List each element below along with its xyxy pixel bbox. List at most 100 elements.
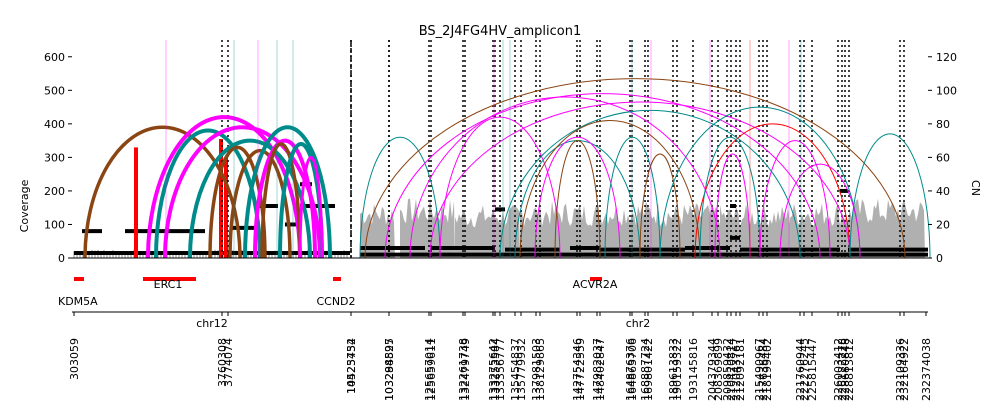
x-tick-label: 147982037 xyxy=(591,338,604,401)
x-tick-label: 168887724 xyxy=(639,338,652,401)
sv-arc xyxy=(154,128,262,259)
sv-arc xyxy=(208,145,267,259)
x-tick-label: 228680848 xyxy=(839,338,852,401)
x-tick-label: 222276245 xyxy=(798,338,811,401)
x-tick-label: 132479749 xyxy=(459,338,472,401)
x-tick-label: 3774074 xyxy=(222,338,235,387)
x-tick-label: 164876376 xyxy=(624,338,637,401)
x-tick-label: 226003412 xyxy=(832,338,845,401)
x-tick-label: 226122278 xyxy=(836,338,849,401)
sv-arc xyxy=(359,136,441,259)
x-tick-label: 189613833 xyxy=(667,338,680,401)
sv-arc xyxy=(228,148,292,259)
gene-label: ERC1 xyxy=(154,278,183,291)
x-tick-label: 14423752 xyxy=(345,338,358,394)
chart-title: BS_2J4FG4HV_amplicon1 xyxy=(419,24,582,39)
sv-arc xyxy=(429,101,851,259)
sv-arc xyxy=(779,163,861,259)
left-tick-label: 400 xyxy=(44,118,65,131)
sv-arcs-layer xyxy=(83,40,931,259)
genes-layer: KDM5A ERC1 CCND2 ACVR2A xyxy=(58,277,618,308)
sv-arc xyxy=(409,96,721,259)
left-axis-ticks: 0 100 200 300 400 500 600 xyxy=(44,51,72,265)
right-tick-label: 100 xyxy=(936,84,957,97)
right-tick-label: 20 xyxy=(936,218,950,231)
chromosome-labels: chr12 chr2 xyxy=(196,317,650,330)
sv-arc xyxy=(554,140,601,259)
right-axis-label: CN xyxy=(969,180,982,196)
left-axis-label: Coverage xyxy=(18,179,31,232)
coverage-area xyxy=(660,202,720,258)
x-tick-label: 215490967 xyxy=(753,338,766,401)
x-tick-label: 3760308 xyxy=(216,338,229,387)
sv-arc xyxy=(714,153,751,259)
gene-label: CCND2 xyxy=(316,295,355,308)
x-tick-label: 148402847 xyxy=(594,338,607,401)
sv-arc xyxy=(499,110,801,259)
x-tick-label: 132261738 xyxy=(457,338,470,401)
x-tick-label: 138129865 xyxy=(534,338,547,401)
x-tick-label: 209859432 xyxy=(721,338,734,401)
sv-arc xyxy=(659,106,861,259)
sv-arc xyxy=(439,116,561,259)
x-tick-label: 210420814 xyxy=(725,338,738,401)
x-tick-label: 133253584 xyxy=(489,338,502,401)
left-tick-label: 500 xyxy=(44,84,65,97)
coverage-area xyxy=(850,198,925,258)
coverage-area xyxy=(400,198,455,258)
x-tick-label: 103298897 xyxy=(383,338,396,401)
x-tick-label: 225815447 xyxy=(806,338,819,401)
coverage-area xyxy=(455,205,520,258)
sv-arc xyxy=(298,155,324,259)
x-tick-label: 217636484 xyxy=(757,338,770,401)
x-tick-label: 193145816 xyxy=(687,338,700,401)
left-tick-label: 600 xyxy=(44,51,65,64)
x-tick-label: 232164922 xyxy=(898,338,911,401)
coverage-area xyxy=(720,204,790,258)
chromosome-label: chr2 xyxy=(626,317,651,330)
x-tick-label: 135454837 xyxy=(509,338,522,401)
x-tick-label: 135779932 xyxy=(515,338,528,401)
chromosome-label: chr12 xyxy=(196,317,228,330)
x-tick-label: 228813812 xyxy=(843,338,856,401)
x-tick-label: 204379344 xyxy=(706,338,719,401)
x-tick-label: 232109336 xyxy=(894,338,907,401)
sv-arc xyxy=(243,125,332,259)
x-tick-label: 190159322 xyxy=(671,338,684,401)
x-tick-label: 164863706 xyxy=(626,338,639,401)
coverage-area xyxy=(360,204,395,258)
sv-arc xyxy=(384,93,821,259)
right-tick-label: 40 xyxy=(936,185,950,198)
right-tick-label: 80 xyxy=(936,118,950,131)
sv-arc xyxy=(639,153,681,259)
x-tick-label: 303059 xyxy=(68,338,81,380)
sv-arc xyxy=(364,78,906,259)
sv-arc xyxy=(519,120,701,259)
x-tick-label: 208369899 xyxy=(712,338,725,401)
left-tick-label: 0 xyxy=(58,252,65,265)
right-tick-label: 120 xyxy=(936,51,957,64)
x-tick-label: 10525434 xyxy=(345,338,358,394)
right-tick-label: 0 xyxy=(936,252,943,265)
sv-arc xyxy=(146,115,302,259)
x-tick-label: 133356777 xyxy=(494,338,507,401)
x-tick-label: 147722559 xyxy=(574,338,587,401)
gene-label: ACVR2A xyxy=(573,278,618,291)
sv-arc xyxy=(83,125,242,259)
sv-arc xyxy=(699,136,761,259)
sv-arc xyxy=(604,136,661,259)
sv-arc xyxy=(759,140,831,259)
sv-arc xyxy=(849,133,931,259)
cn-segments-layer xyxy=(74,138,928,258)
breakpoint-lines-layer xyxy=(221,40,905,258)
x-tick-label: 133275642 xyxy=(487,338,500,401)
x-tick-label: 137981503 xyxy=(530,338,543,401)
sv-arc xyxy=(188,138,312,259)
x-tick-label: 142754346 xyxy=(571,338,584,401)
x-tick-label: 169801422 xyxy=(642,338,655,401)
x-tick-label: 103284525 xyxy=(383,338,396,401)
x-tick-label: 218199402 xyxy=(761,338,774,401)
x-tick-label: 125657014 xyxy=(423,338,436,401)
